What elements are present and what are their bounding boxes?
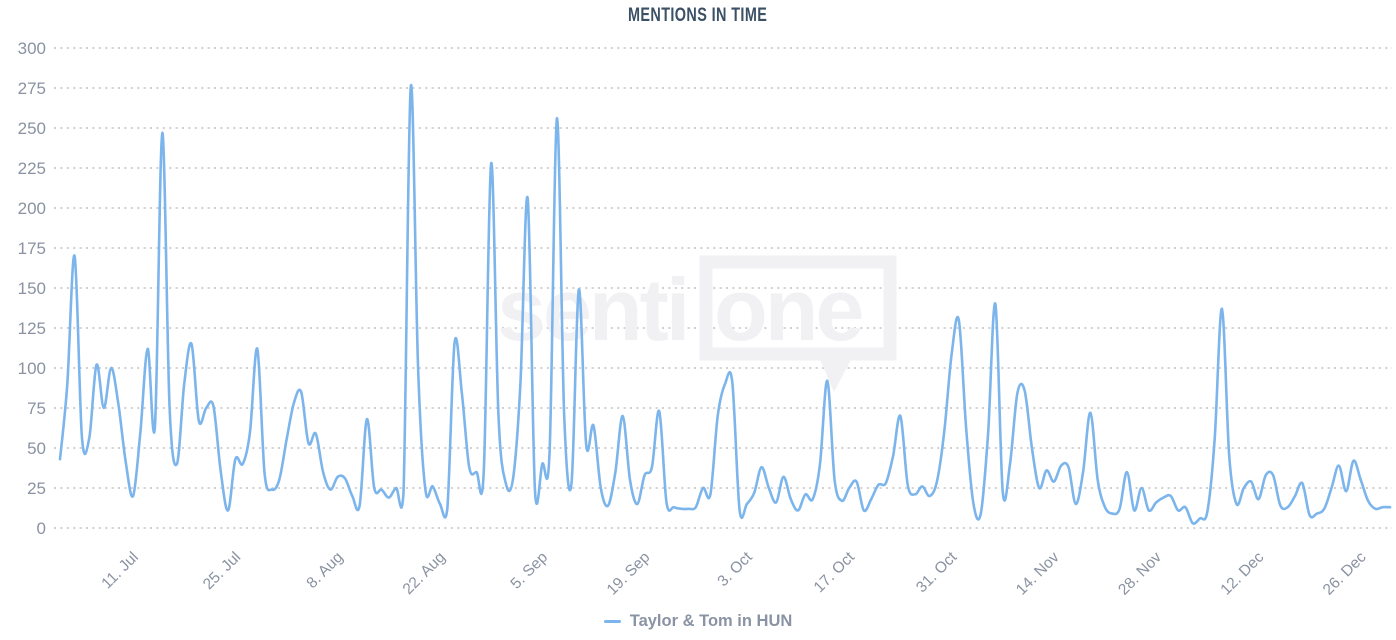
x-axis-label: 14. Nov [1013,549,1063,599]
x-axis-label: 5. Sep [507,549,551,593]
y-axis-label: 75 [27,399,46,418]
chart-title: MENTIONS IN TIME [0,5,1396,27]
chart-title-text: MENTIONS IN TIME [628,5,768,26]
y-axis-label: 50 [27,439,46,458]
series-line-taylor-tom-in-hun[interactable] [58,83,1392,525]
y-axis-label: 125 [18,319,46,338]
x-axis-label: 12. Dec [1217,549,1267,599]
x-axis-label: 28. Nov [1115,549,1165,599]
legend-label: Taylor & Tom in HUN [629,612,793,630]
x-axis-labels: 11. Jul 25. Jul 8. Aug 22. Aug 5. Sep 19. Sep… [98,548,1369,598]
x-axis-label: 11. Jul [98,549,142,593]
x-axis-label: 3. Oct [714,548,756,590]
watermark-box [699,255,897,361]
y-axis-label: 300 [18,39,46,58]
x-axis-label: 26. Dec [1320,549,1370,599]
y-axis-label: 0 [37,519,46,538]
y-axis-labels: 0 25 50 75 100 125 150 175 200 225 250 275 300 [18,39,46,538]
x-axis-label: 22. Aug [400,549,449,598]
watermark-text-senti: senti [497,260,687,359]
watermark: senti one [497,255,897,392]
x-axis-label: 25. Jul [200,549,244,593]
watermark-speech-tail [816,350,856,392]
y-axis-label: 275 [18,79,46,98]
legend-item-taylor-tom[interactable]: Taylor & Tom in HUN [0,612,1396,631]
x-axis-label: 8. Aug [303,549,346,592]
legend-line-marker [603,619,621,624]
x-axis-label: 17. Oct [811,548,859,596]
y-axis-label: 225 [18,159,46,178]
y-axis-label: 200 [18,199,46,218]
y-axis-label: 175 [18,239,46,258]
y-axis-label: 150 [18,279,46,298]
series-lines [58,83,1392,525]
y-axis-label: 25 [27,479,46,498]
y-axis-label: 250 [18,119,46,138]
gridlines [54,47,1392,529]
y-axis-label: 100 [18,359,46,378]
x-axis-label: 31. Oct [913,548,961,596]
x-axis-label: 19. Sep [604,549,654,599]
watermark-text-one: one [714,260,862,359]
